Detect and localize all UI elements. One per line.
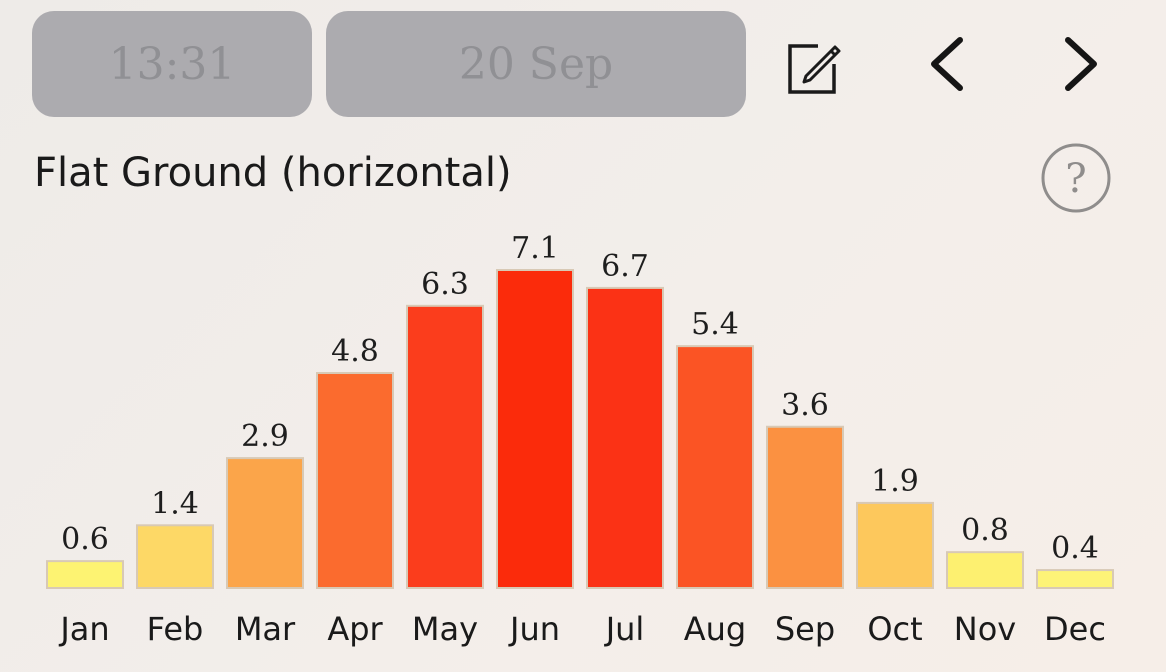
bar-dec (1036, 569, 1114, 589)
chart-title: Flat Ground (horizontal) (34, 150, 512, 196)
value-label-apr: 4.8 (331, 334, 379, 369)
value-label-may: 6.3 (421, 267, 469, 302)
category-label-mar: Mar (235, 610, 296, 648)
category-label-apr: Apr (327, 610, 383, 648)
time-button[interactable]: 13:31 (32, 11, 312, 117)
bar-chart: 0.6 Jan 1.4 Feb 2.9 Mar 4.8 Apr 6.3 May 7.1 Jun 6.7 J… (46, 231, 1114, 648)
edit-icon[interactable] (784, 36, 846, 98)
chevron-right-icon[interactable] (1054, 32, 1110, 96)
category-label-jul: Jul (604, 610, 645, 648)
value-label-mar: 2.9 (241, 419, 289, 454)
category-label-sep: Sep (775, 610, 835, 648)
bar-feb (136, 524, 214, 589)
value-label-jun: 7.1 (511, 231, 559, 266)
bar-jun (496, 269, 574, 589)
category-label-may: May (412, 610, 478, 648)
bar-aug (676, 345, 754, 589)
bar-oct (856, 501, 934, 589)
value-label-jan: 0.6 (61, 522, 109, 557)
help-symbol: ? (1065, 156, 1086, 202)
bar-mar (226, 457, 304, 589)
category-label-oct: Oct (867, 610, 922, 648)
date-button[interactable]: 20 Sep (326, 11, 746, 117)
value-label-nov: 0.8 (961, 513, 1009, 548)
bar-jan (46, 560, 124, 590)
bar-jul (586, 286, 664, 589)
chevron-left-icon[interactable] (920, 32, 976, 96)
category-label-nov: Nov (954, 610, 1016, 648)
bar-sep (766, 425, 844, 589)
value-label-jul: 6.7 (601, 249, 649, 284)
value-label-dec: 0.4 (1051, 531, 1099, 566)
help-icon[interactable]: ? (1040, 142, 1112, 214)
category-label-feb: Feb (147, 610, 204, 648)
bar-nov (946, 551, 1024, 589)
value-label-feb: 1.4 (151, 486, 199, 521)
category-label-jan: Jan (58, 610, 109, 648)
bar-may (406, 304, 484, 589)
value-label-sep: 3.6 (781, 388, 829, 423)
value-label-oct: 1.9 (871, 464, 919, 499)
category-label-dec: Dec (1044, 610, 1106, 648)
category-label-aug: Aug (684, 610, 746, 648)
bar-apr (316, 372, 394, 589)
value-label-aug: 5.4 (691, 307, 739, 342)
category-label-jun: Jun (508, 610, 560, 648)
